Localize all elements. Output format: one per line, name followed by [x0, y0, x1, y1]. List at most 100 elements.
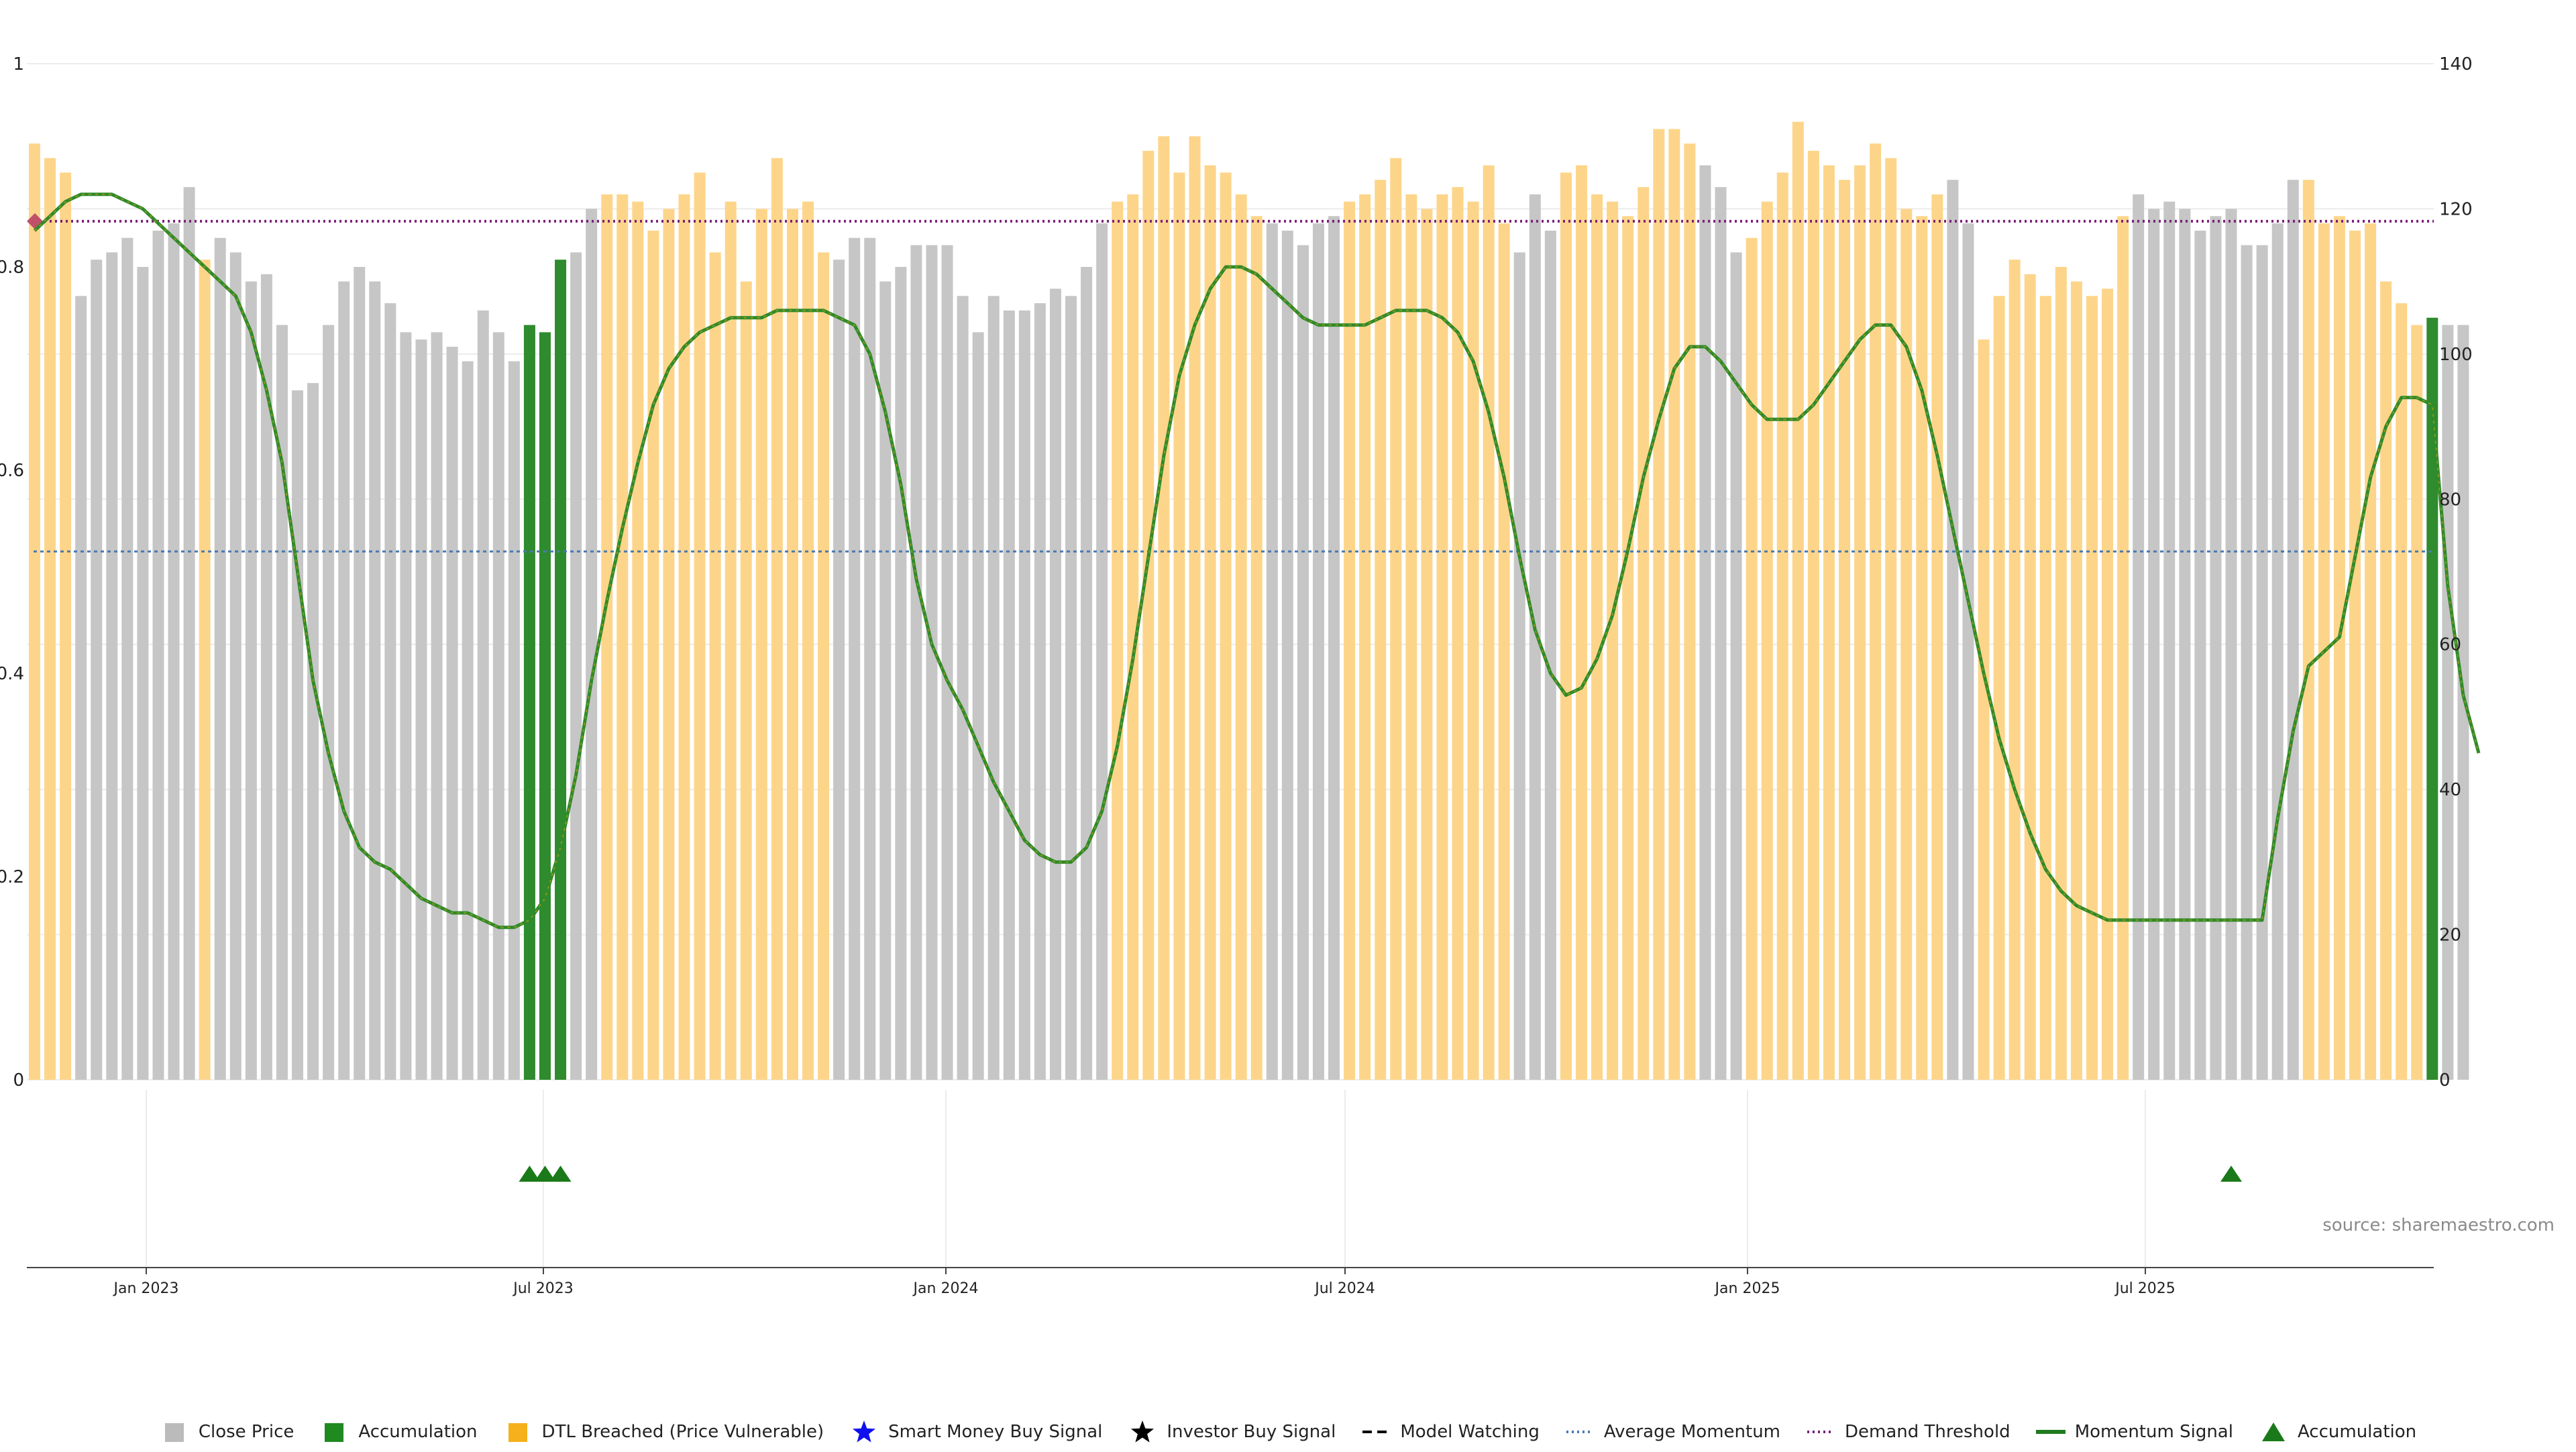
markers-layer: [519, 1166, 2243, 1182]
price-bar: [1978, 339, 1990, 1080]
lines-layer: [27, 192, 2481, 930]
legend-swatch: [508, 1423, 527, 1442]
left-tick-label: 1: [13, 54, 24, 74]
price-bar: [354, 267, 366, 1080]
price-bar: [1142, 150, 1155, 1080]
legend-item: Close Price: [160, 1420, 294, 1443]
price-bar: [2102, 288, 2114, 1080]
price-bar: [260, 274, 272, 1080]
price-bar: [462, 361, 474, 1080]
legend-label: Demand Threshold: [1845, 1422, 2010, 1442]
price-bar: [369, 281, 381, 1080]
price-bar: [849, 237, 861, 1080]
price-bar: [2163, 201, 2176, 1080]
price-bar: [199, 260, 211, 1080]
price-bar: [601, 194, 613, 1080]
price-bar: [926, 245, 938, 1080]
price-bar: [2426, 317, 2438, 1080]
price-bar: [1034, 303, 1046, 1080]
price-bar: [245, 281, 257, 1080]
right-tick-label: 80: [2439, 490, 2461, 510]
price-bar: [183, 186, 195, 1080]
price-bar: [1018, 310, 1030, 1080]
price-bar: [957, 296, 969, 1080]
legend-item: Demand Threshold: [1806, 1420, 2010, 1443]
price-bar: [1498, 223, 1510, 1080]
price-bar: [2256, 245, 2268, 1080]
price-bar: [1065, 296, 1077, 1080]
price-bar: [44, 158, 56, 1080]
price-bar: [2210, 216, 2222, 1080]
left-tick-label: 0.4: [0, 664, 24, 684]
legend-item: Model Watching: [1361, 1420, 1540, 1443]
price-bar: [1823, 165, 1835, 1080]
price-bar: [2442, 325, 2454, 1080]
dotted-line: [1566, 1431, 1593, 1433]
price-bar: [1916, 216, 1928, 1080]
price-bar: [1452, 186, 1464, 1080]
bars-layer: [29, 121, 2469, 1080]
price-bar: [1607, 201, 1619, 1080]
price-bar: [941, 245, 953, 1080]
right-tick-label: 20: [2439, 926, 2461, 946]
price-bar: [338, 281, 350, 1080]
price-bar: [1900, 209, 1913, 1080]
legend-label: Average Momentum: [1603, 1422, 1781, 1442]
price-bar: [1003, 310, 1015, 1080]
source-text: source: sharemaestro.com: [2322, 1215, 2555, 1235]
price-bar: [29, 144, 40, 1080]
accumulation-marker: [534, 1166, 556, 1182]
price-bar: [1668, 129, 1680, 1080]
price-bar: [75, 296, 87, 1080]
price-bar: [694, 172, 706, 1080]
price-bar: [1576, 165, 1587, 1080]
price-bar: [2241, 245, 2253, 1080]
price-bar: [1513, 252, 1525, 1080]
price-bar: [1390, 158, 1402, 1080]
price-bar: [1622, 216, 1634, 1080]
x-tick-label: Jan 2023: [113, 1280, 179, 1297]
legend-item: Average Momentum: [1565, 1420, 1780, 1443]
price-bar: [864, 237, 876, 1080]
price-bar: [632, 201, 644, 1080]
price-bar: [1405, 194, 1417, 1080]
price-bar: [1993, 296, 2005, 1080]
price-bar: [1112, 201, 1124, 1080]
price-bar: [1049, 288, 1061, 1080]
left-tick-label: 0.2: [0, 867, 24, 887]
price-bar: [616, 194, 629, 1080]
right-tick-label: 140: [2439, 54, 2473, 74]
price-bar: [1281, 230, 1293, 1080]
legend-item: DTL Breached (Price Vulnerable): [503, 1420, 824, 1443]
price-bar: [2333, 216, 2345, 1080]
price-bar: [1544, 230, 1556, 1080]
price-bar: [1699, 165, 1711, 1080]
right-tick-label: 0: [2439, 1070, 2451, 1091]
price-bar: [292, 390, 304, 1080]
price-bar: [2086, 296, 2098, 1080]
price-bar: [1204, 165, 1216, 1080]
x-tick-label: Jan 2025: [1714, 1280, 1780, 1297]
price-bar: [1761, 201, 1773, 1080]
price-bar: [214, 237, 226, 1080]
price-bar: [1220, 172, 1232, 1080]
legend-label: Close Price: [198, 1422, 294, 1442]
momentum-signal-line: [33, 192, 2481, 930]
legend-label: Momentum Signal: [2074, 1422, 2233, 1442]
legend-label: DTL Breached (Price Vulnerable): [541, 1422, 824, 1442]
price-bar: [1173, 172, 1185, 1080]
legend-item: Smart Money Buy Signal: [849, 1420, 1102, 1443]
solid-line: [2035, 1430, 2065, 1434]
price-bar: [833, 260, 845, 1080]
price-bar: [523, 325, 535, 1080]
price-bar: [1931, 194, 1943, 1080]
price-bar: [1746, 237, 1758, 1080]
price-bar: [307, 383, 319, 1080]
price-bar: [1730, 252, 1742, 1080]
price-bar: [121, 237, 133, 1080]
legend-label: Smart Money Buy Signal: [888, 1422, 1103, 1442]
price-bar: [818, 252, 830, 1080]
price-bar: [1653, 129, 1665, 1080]
price-bar: [663, 209, 675, 1080]
price-bar: [431, 332, 443, 1080]
